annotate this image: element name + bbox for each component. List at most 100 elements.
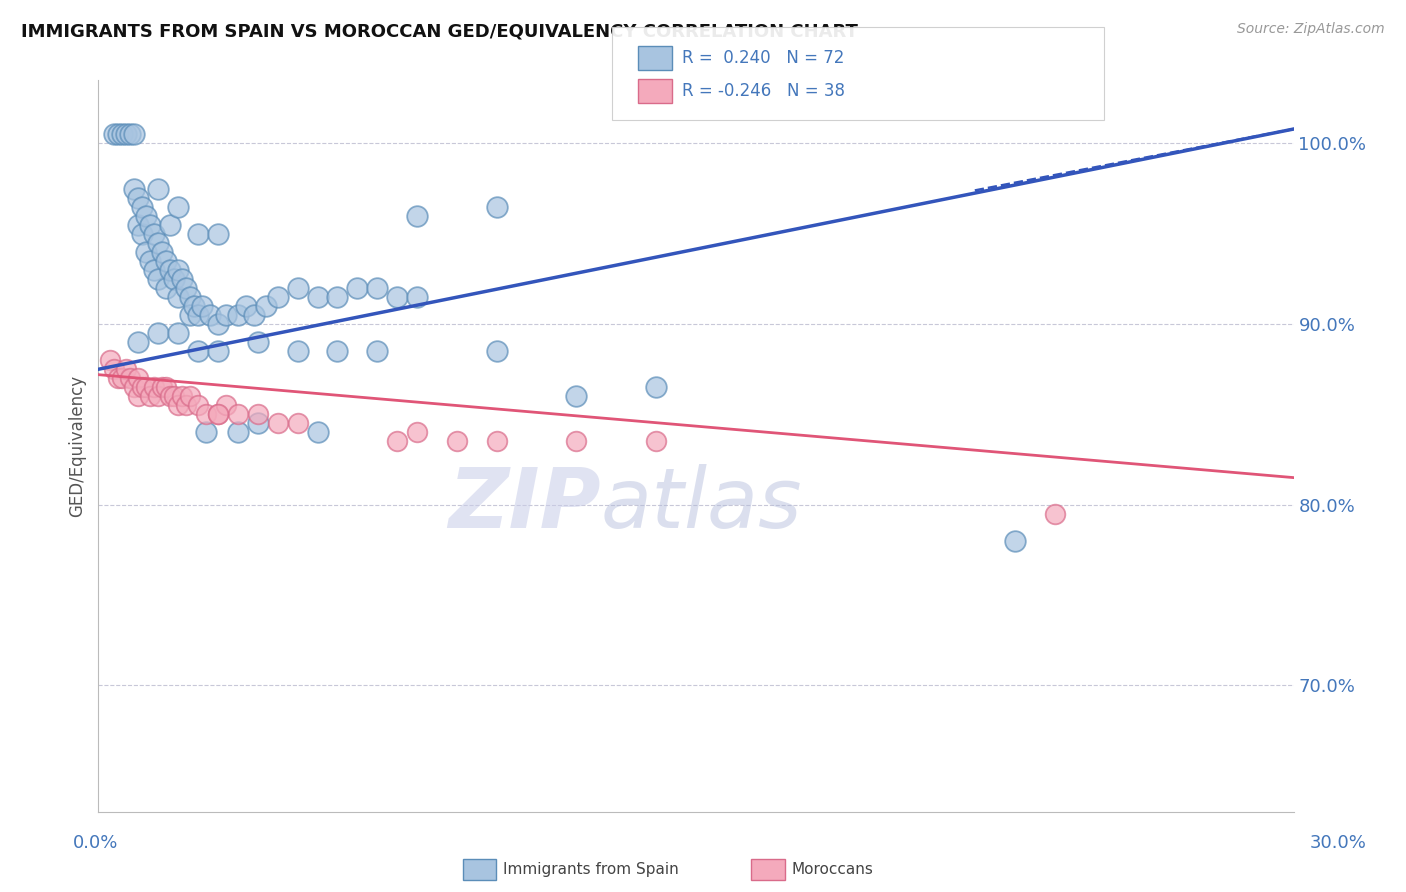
Point — [143, 227, 166, 241]
Point — [139, 253, 162, 268]
Point — [246, 408, 269, 422]
Point — [148, 181, 170, 195]
Point — [143, 380, 166, 394]
Point — [172, 389, 194, 403]
Point — [406, 290, 429, 304]
Point — [124, 181, 146, 195]
Point — [307, 290, 329, 304]
Point — [115, 128, 138, 142]
Text: Moroccans: Moroccans — [792, 863, 873, 877]
Point — [267, 417, 290, 431]
Point — [124, 380, 146, 394]
Point — [111, 371, 134, 385]
Point — [406, 209, 429, 223]
Point — [254, 299, 277, 313]
Point — [127, 389, 149, 403]
Point — [226, 308, 249, 322]
Point — [198, 308, 221, 322]
Point — [143, 263, 166, 277]
Point — [287, 281, 309, 295]
Point — [246, 335, 269, 350]
Point — [485, 434, 508, 449]
Point — [385, 434, 409, 449]
Text: 30.0%: 30.0% — [1310, 834, 1367, 852]
Point — [167, 290, 190, 304]
Point — [159, 263, 181, 277]
Point — [115, 362, 138, 376]
Text: 0.0%: 0.0% — [73, 834, 118, 852]
Point — [148, 272, 170, 286]
Text: ZIP: ZIP — [447, 464, 600, 545]
Point — [159, 218, 181, 232]
Point — [565, 389, 588, 403]
Point — [163, 272, 186, 286]
Text: R =  0.240   N = 72: R = 0.240 N = 72 — [682, 49, 844, 67]
Point — [148, 235, 170, 250]
Point — [167, 326, 190, 340]
Point — [131, 200, 153, 214]
Point — [183, 299, 205, 313]
Point — [207, 317, 229, 331]
Point — [139, 218, 162, 232]
Point — [326, 290, 349, 304]
Point — [167, 398, 190, 412]
Point — [127, 218, 149, 232]
Point — [287, 344, 309, 359]
Point — [103, 128, 125, 142]
Point — [187, 344, 209, 359]
Text: Immigrants from Spain: Immigrants from Spain — [503, 863, 679, 877]
Point — [267, 290, 290, 304]
Text: IMMIGRANTS FROM SPAIN VS MOROCCAN GED/EQUIVALENCY CORRELATION CHART: IMMIGRANTS FROM SPAIN VS MOROCCAN GED/EQ… — [21, 22, 858, 40]
Point — [124, 128, 146, 142]
Point — [187, 308, 209, 322]
Text: atlas: atlas — [600, 464, 801, 545]
Point — [127, 191, 149, 205]
Point — [346, 281, 368, 295]
Point — [446, 434, 468, 449]
Point — [103, 362, 125, 376]
Point — [207, 408, 229, 422]
Text: R = -0.246   N = 38: R = -0.246 N = 38 — [682, 82, 845, 100]
Point — [485, 200, 508, 214]
Point — [163, 389, 186, 403]
Text: Source: ZipAtlas.com: Source: ZipAtlas.com — [1237, 22, 1385, 37]
Point — [159, 389, 181, 403]
Point — [135, 209, 157, 223]
Point — [243, 308, 266, 322]
Point — [148, 389, 170, 403]
Point — [155, 253, 177, 268]
Point — [98, 353, 122, 368]
Point — [172, 272, 194, 286]
Point — [207, 344, 229, 359]
Point — [150, 244, 173, 259]
Point — [179, 308, 201, 322]
Point — [187, 398, 209, 412]
Point — [167, 263, 190, 277]
Point — [150, 380, 173, 394]
Point — [174, 281, 197, 295]
Point — [485, 344, 508, 359]
Point — [148, 326, 170, 340]
Point — [307, 425, 329, 440]
Point — [215, 308, 238, 322]
Point — [111, 128, 134, 142]
Y-axis label: GED/Equivalency: GED/Equivalency — [69, 375, 87, 517]
Point — [366, 281, 388, 295]
Point — [155, 281, 177, 295]
Point — [131, 380, 153, 394]
Point — [565, 434, 588, 449]
Point — [406, 425, 429, 440]
Point — [155, 380, 177, 394]
Point — [139, 389, 162, 403]
Point — [385, 290, 409, 304]
Point — [1004, 533, 1026, 548]
Point — [235, 299, 257, 313]
Point — [187, 227, 209, 241]
Point — [195, 408, 218, 422]
Point — [287, 417, 309, 431]
Point — [174, 398, 197, 412]
Point — [107, 128, 129, 142]
Point — [326, 344, 349, 359]
Point — [226, 425, 249, 440]
Point — [195, 425, 218, 440]
